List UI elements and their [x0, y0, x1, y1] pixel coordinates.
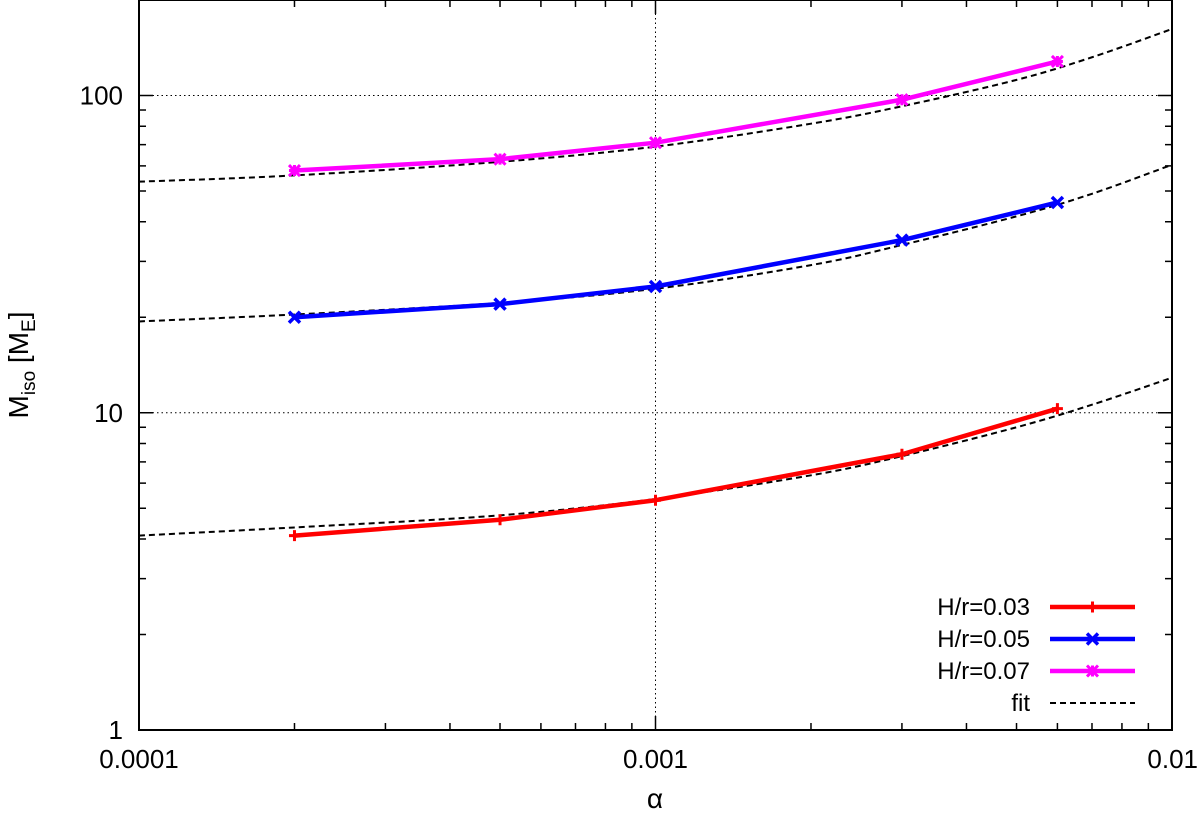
fit-curve-3	[138, 28, 1173, 183]
series-point	[287, 310, 302, 324]
series-point	[1050, 54, 1064, 69]
legend-item: H/r=0.03	[937, 594, 1135, 621]
y-tick-label: 100	[80, 81, 123, 111]
fit-curve-1	[138, 376, 1173, 537]
series-line	[294, 200, 1058, 320]
legend-label: fit	[1011, 690, 1030, 717]
x-axis-label: α	[647, 783, 663, 814]
y-axis-label-unit-sub: E	[19, 319, 40, 332]
series-point	[494, 514, 506, 526]
y-tick-label: 10	[94, 398, 123, 428]
legend-marker	[1087, 601, 1098, 613]
series-3	[287, 54, 1064, 178]
x-tick-label: 0.01	[1147, 744, 1198, 774]
legend-label: H/r=0.05	[937, 626, 1030, 653]
series-point	[288, 530, 300, 542]
axis-ticks	[138, 0, 1173, 731]
series-point	[1051, 403, 1063, 415]
series-point	[650, 494, 661, 506]
y-axis-label-sub: iso	[19, 371, 40, 395]
series-point	[895, 93, 909, 107]
legend-marker	[1085, 632, 1100, 646]
fit-curves	[138, 28, 1173, 537]
y-tick-labels: 1 10 100	[80, 81, 123, 745]
series-line	[294, 59, 1058, 173]
y-axis-label-unit-close: ]	[3, 312, 34, 320]
series-point	[1050, 195, 1065, 210]
series-point	[895, 233, 909, 247]
series-point	[648, 279, 663, 294]
series-point	[648, 136, 663, 150]
series-2	[287, 195, 1065, 324]
y-axis-label-main: M	[3, 395, 34, 418]
y-axis-label-unit-open: [M	[3, 332, 34, 371]
legend-label: H/r=0.07	[937, 658, 1030, 685]
x-tick-label: 0.001	[623, 744, 688, 774]
legend: H/r=0.03 H/r=0.05 H/r=0.07 fit	[937, 594, 1135, 717]
x-tick-labels: 0.0001 0.001 0.01	[99, 744, 1198, 774]
legend-label: H/r=0.03	[937, 594, 1030, 621]
y-tick-label: 1	[109, 715, 123, 745]
data-series	[287, 54, 1065, 542]
fit-curve-2	[138, 163, 1173, 323]
legend-item: H/r=0.07	[937, 658, 1135, 685]
series-1	[288, 403, 1063, 542]
y-axis-label: Miso [ME]	[3, 312, 40, 419]
series-line	[294, 406, 1059, 538]
legend-item: fit	[1011, 690, 1135, 717]
series-point	[493, 152, 507, 166]
x-tick-label: 0.0001	[99, 744, 179, 774]
series-point	[493, 297, 507, 311]
grid-lines	[139, 0, 1172, 730]
series-point	[287, 163, 302, 178]
legend-item: H/r=0.05	[937, 626, 1135, 653]
series-point	[896, 448, 908, 460]
legend-marker	[1085, 664, 1100, 678]
